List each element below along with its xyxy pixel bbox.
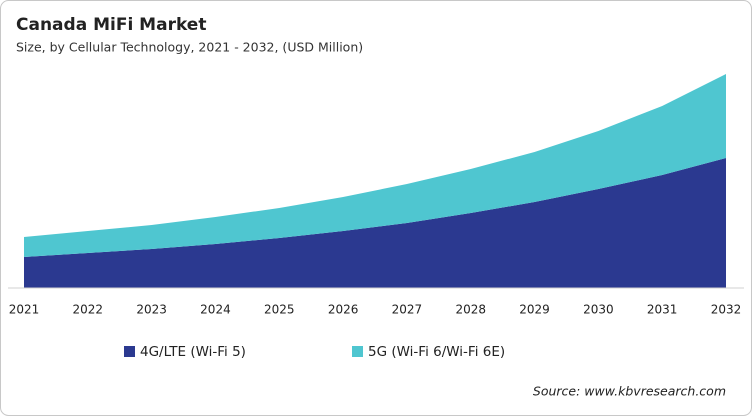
x-tick-label: 2025 bbox=[264, 303, 295, 317]
source: Source: www.kbvresearch.com bbox=[533, 384, 726, 399]
x-tick-label: 2021 bbox=[9, 303, 40, 317]
x-tick-label: 2026 bbox=[328, 303, 359, 317]
x-tick-label: 2022 bbox=[73, 303, 104, 317]
area bbox=[24, 158, 726, 288]
legend-label: 5G (Wi-Fi 6/Wi-Fi 6E) bbox=[368, 344, 505, 360]
x-tick-label: 2032 bbox=[711, 303, 742, 317]
chart-subtitle: Size, by Cellular Technology, 2021 - 203… bbox=[16, 40, 363, 55]
legend-swatch bbox=[352, 346, 363, 357]
area bbox=[24, 74, 726, 257]
x-tick-label: 2029 bbox=[519, 303, 550, 317]
x-tick-label: 2023 bbox=[136, 303, 167, 317]
chart-title: Canada MiFi Market bbox=[16, 15, 206, 35]
legend-label: 4G/LTE (Wi-Fi 5) bbox=[140, 344, 246, 360]
x-tick-label: 2024 bbox=[200, 303, 231, 317]
x-tick-label: 2031 bbox=[647, 303, 678, 317]
legend-swatch bbox=[124, 346, 135, 357]
x-tick-label: 2028 bbox=[455, 303, 486, 317]
x-tick-label: 2027 bbox=[392, 303, 423, 317]
x-tick-label: 2030 bbox=[583, 303, 614, 317]
